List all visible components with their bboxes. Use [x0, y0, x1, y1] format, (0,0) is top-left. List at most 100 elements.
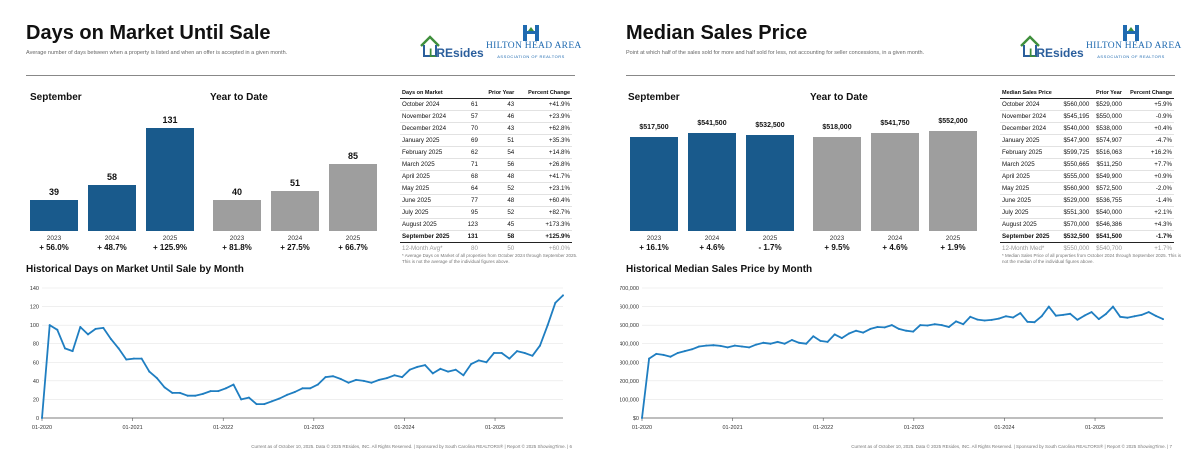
table-cell: 70	[462, 122, 480, 135]
resides-logo: LREsides	[1019, 34, 1084, 62]
data-point	[485, 361, 488, 364]
table-cell: 52	[479, 182, 517, 195]
table-row: April 2025 68 48 +41.7%	[400, 170, 572, 183]
series-line	[641, 305, 1164, 419]
table-cell: $547,900	[1058, 134, 1092, 147]
x-tick-label: 01-2025	[485, 425, 505, 431]
table-cell: 80	[471, 245, 478, 252]
table-cell: May 2025	[400, 182, 463, 195]
chart-bar	[88, 185, 136, 231]
table-cell: $540,000	[1091, 206, 1124, 219]
data-point	[955, 320, 957, 323]
data-point	[286, 393, 289, 396]
table-header: Percent Change	[1123, 88, 1174, 99]
data-point	[819, 339, 822, 342]
days-on-market-panel: Days on Market Until Sale Average number…	[26, 22, 581, 449]
table-cell: March 2025	[1000, 158, 1059, 171]
header-divider	[26, 75, 575, 76]
table-cell: September 2025	[1000, 230, 1059, 243]
month-section-label: September	[628, 92, 680, 103]
data-point	[969, 315, 972, 318]
table-cell: $551,300	[1058, 206, 1092, 219]
data-point	[378, 378, 381, 381]
chart-bar	[30, 200, 78, 231]
data-point	[769, 342, 772, 345]
bar-year-label: 2025	[762, 235, 778, 242]
data-point	[755, 343, 758, 346]
table-cell: 57	[462, 110, 480, 123]
data-point	[1026, 320, 1029, 323]
data-point	[933, 323, 936, 326]
data-point	[155, 377, 158, 380]
dom-table: Days on Market Prior Year Percent Change…	[400, 88, 572, 254]
page-footer: Current as of October 10, 2025. Data © 2…	[851, 444, 1172, 449]
table-cell: 64	[462, 182, 480, 195]
table-cell: 62	[462, 146, 480, 159]
table-cell: 71	[462, 158, 480, 171]
bar-value-label: $518,000	[822, 124, 852, 132]
table-row: March 2025 71 56 +26.8%	[400, 158, 572, 171]
data-point	[1047, 305, 1050, 308]
chart-bar	[871, 132, 919, 231]
data-point	[493, 352, 495, 354]
data-point	[324, 376, 327, 379]
data-point	[263, 403, 266, 406]
table-row: December 2024 $540,000 $538,000 +0.4%	[1000, 122, 1174, 135]
table-header	[1058, 88, 1092, 99]
table-cell: 131	[462, 230, 480, 243]
table-cell: 61	[462, 98, 480, 111]
hilton-head-h-icon	[1123, 25, 1139, 41]
data-point	[748, 346, 751, 349]
table-cell: +4.3%	[1123, 218, 1174, 231]
table-row: June 2025 77 48 +60.4%	[400, 194, 572, 207]
bar-year-label: 2025	[945, 235, 961, 242]
data-point	[1104, 313, 1107, 315]
y-tick-label: $300,000	[620, 360, 639, 366]
bar-value-label: 131	[162, 115, 178, 125]
table-row: 12-Month Avg* 80 50 +60.0%	[400, 243, 572, 255]
data-point	[890, 324, 893, 327]
table-cell: $540,700	[1096, 245, 1122, 252]
data-point	[401, 376, 404, 379]
table-row: April 2025 $555,000 $549,900 +0.9%	[1000, 170, 1174, 183]
bar-value-label: 85	[347, 151, 358, 162]
bar-year-label: 2023	[229, 235, 245, 242]
data-point	[309, 387, 312, 390]
page-title: Median Sales Price	[626, 22, 808, 44]
table-cell: 50	[507, 245, 515, 252]
data-point	[1069, 312, 1072, 315]
resides-logo: LREsides	[419, 34, 484, 62]
data-point	[869, 327, 872, 330]
table-row: February 2025 62 54 +14.8%	[400, 146, 572, 159]
data-point	[301, 387, 304, 390]
table-cell: $599,725	[1058, 146, 1092, 159]
data-point	[1147, 311, 1150, 314]
table-cell: $538,000	[1091, 122, 1124, 135]
data-point	[805, 342, 808, 345]
data-point	[712, 344, 715, 347]
table-row: June 2025 $529,000 $536,755 -1.4%	[1000, 194, 1174, 207]
x-tick-label: 01-2023	[904, 425, 924, 431]
data-point	[477, 359, 480, 362]
table-cell: $572,500	[1091, 182, 1124, 195]
data-point	[125, 358, 128, 361]
table-cell: 43	[479, 98, 517, 111]
table-row: October 2024 $560,000 $529,000 +5.9%	[1000, 98, 1174, 111]
bar-percent-change: + 16.1%	[639, 243, 669, 252]
table-cell: November 2024	[400, 110, 463, 123]
data-point	[217, 390, 220, 393]
x-tick-label: 01-2021	[123, 425, 143, 431]
data-point	[698, 345, 701, 348]
data-point	[1054, 314, 1057, 317]
data-point	[1140, 313, 1143, 316]
bar-percent-change: + 9.5%	[824, 243, 850, 252]
table-cell: -4.7%	[1123, 134, 1174, 147]
table-cell: +23.9%	[516, 110, 572, 123]
table-cell: September 2025	[400, 230, 463, 243]
table-footnote: * Median Sales Price of all properties f…	[1002, 253, 1182, 264]
bar-value-label: $541,500	[697, 119, 727, 127]
y-tick-label: 80	[33, 342, 39, 348]
data-point	[947, 326, 950, 328]
data-point	[812, 335, 815, 338]
data-point	[983, 319, 986, 322]
